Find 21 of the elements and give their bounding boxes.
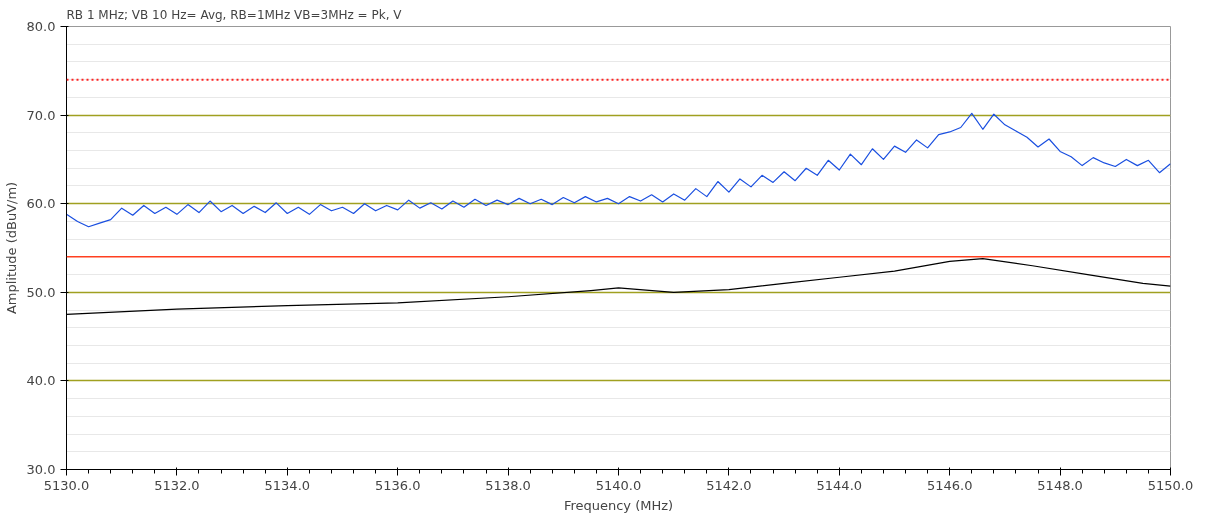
x-tick-label: 5148.0	[1037, 477, 1083, 493]
y-tick-label: 60.0	[26, 196, 56, 212]
x-axis-title: Frequency (MHz)	[563, 497, 674, 513]
x-tick-label: 5140.0	[595, 477, 642, 493]
x-tick-label: 5130.0	[43, 477, 90, 493]
y-tick-label: 70.0	[26, 107, 56, 123]
x-tick-label: 5142.0	[706, 477, 752, 493]
line-series	[66, 112, 1171, 228]
x-tick-label: 5132.0	[154, 477, 200, 493]
x-tick-label: 5144.0	[816, 477, 863, 493]
y-axis-title: Amplitude (dBuV/m)	[3, 181, 19, 315]
chart-title: RB 1 MHz; VB 10 Hz= Avg, RB=1MHz VB=3MHz = Pk, V	[66, 7, 403, 22]
x-tick-label: 5150.0	[1147, 477, 1194, 493]
y-tick-label: 50.0	[26, 284, 56, 300]
y-tick-label: 30.0	[26, 462, 56, 477]
x-tick-label: 5134.0	[264, 477, 311, 493]
y-tick-label: 80.0	[26, 19, 56, 34]
x-tick-label: 5136.0	[374, 477, 421, 493]
y-tick-label: 40.0	[26, 373, 56, 389]
x-tick-label: 5146.0	[926, 477, 973, 493]
x-tick-label: 5138.0	[485, 477, 531, 493]
